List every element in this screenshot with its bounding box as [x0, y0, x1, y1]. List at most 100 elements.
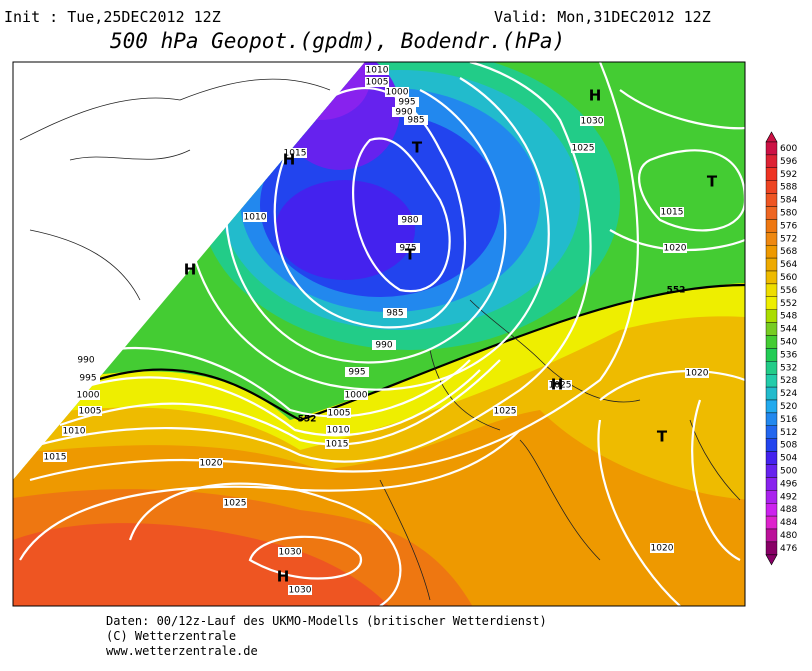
isobar-label: 1000: [345, 391, 368, 401]
isobar-label: 1010: [327, 426, 350, 436]
isobar-label: 1020: [664, 244, 687, 254]
pressure-center: T: [657, 428, 668, 446]
isobar-label: 1005: [79, 407, 102, 417]
isobar-label: 990: [395, 108, 412, 118]
isobar-label: 1015: [284, 149, 307, 159]
colorbar-label: 560: [780, 273, 797, 283]
isobar-label: 1030: [581, 117, 604, 127]
colorbar-cell: [765, 232, 778, 246]
valid-time: Valid: Mon,31DEC2012 12Z: [494, 8, 711, 26]
contour-label: 552: [298, 415, 317, 425]
colorbar-cell: [765, 180, 778, 194]
colorbar-cell: [765, 348, 778, 362]
pressure-center: T: [707, 173, 718, 191]
init-time: Init : Tue,25DEC2012 12Z: [4, 8, 221, 26]
label-box: [571, 143, 595, 153]
colorbar-label: 540: [780, 337, 797, 347]
label-box: [223, 498, 247, 508]
label-box: [650, 543, 674, 553]
label-box: [365, 77, 389, 87]
label-box: [62, 426, 86, 436]
label-box: [76, 390, 100, 400]
colorbar-cell: [765, 528, 778, 543]
label-box: [372, 340, 396, 350]
pressure-center: H: [184, 261, 197, 279]
colorbar-label: 536: [780, 350, 797, 360]
colorbar-cell: [765, 438, 778, 452]
pressure-center: H: [551, 376, 564, 394]
label-box: [345, 367, 369, 377]
colorbar-cell: [765, 477, 778, 491]
colorbar-label: 564: [780, 260, 797, 270]
isobar-label: 1010: [244, 213, 267, 223]
isobar-label: 1010: [366, 66, 389, 76]
colorbar-cell: [765, 451, 778, 465]
isobar-label: 1015: [326, 440, 349, 450]
colorbar-cell: [765, 335, 778, 349]
label-box: [395, 97, 419, 107]
footer-line: (C) Wetterzentrale: [106, 629, 236, 643]
colorbar-cell: [765, 270, 778, 285]
colorbar-label: 588: [780, 183, 797, 193]
label-box: [365, 65, 389, 75]
isobar-label: 1010: [63, 427, 86, 437]
colorbar-label: 480: [780, 531, 797, 541]
colorbar-cell: [765, 167, 778, 181]
colorbar-cell: [765, 219, 778, 233]
footer-line: Daten: 00/12z-Lauf des UKMO-Modells (bri…: [106, 614, 547, 628]
isobar-label: 1030: [289, 586, 312, 596]
isobar-label: 1025: [494, 407, 517, 417]
label-box: [344, 390, 368, 400]
label-box: [685, 368, 709, 378]
label-box: [325, 439, 349, 449]
colorbar-cell: [765, 154, 778, 168]
label-box: [660, 207, 684, 217]
colorbar-cell: [765, 206, 778, 220]
isobar-label: 1025: [572, 144, 595, 154]
colorbar-cell: [765, 193, 778, 207]
label-box: [493, 406, 517, 416]
map-title: 500 hPa Geopot.(gpdm), Bodendr.(hPa): [110, 29, 565, 53]
colorbar-label: 580: [780, 208, 797, 218]
label-box: [199, 458, 223, 468]
colorbar-cell: [765, 141, 778, 156]
colorbar-cap: [765, 131, 778, 143]
colorbar-label: 496: [780, 479, 797, 489]
colorbar-label: 508: [780, 441, 797, 451]
isobar-label: 980: [401, 216, 418, 226]
pressure-center: H: [277, 568, 290, 586]
colorbar: 600 596 592 588 584 580 576 572 568 564 560 556 552 5…: [765, 131, 797, 566]
isobar-label: 1025: [549, 381, 572, 391]
colorbar-cell: [765, 425, 778, 439]
colorbar-cell: [765, 503, 778, 517]
colorbar-label: 576: [780, 221, 797, 231]
colorbar-cell: [765, 399, 778, 414]
geopotential-field: [13, 62, 745, 606]
colorbar-label: 552: [780, 299, 797, 309]
label-box: [398, 215, 422, 225]
colorbar-cell: [765, 309, 778, 323]
isobar-label: 1005: [328, 409, 351, 419]
colorbar-cell: [765, 244, 778, 259]
colorbar-label: 500: [780, 466, 797, 476]
isobars: [19, 60, 747, 607]
colorbar-label: 484: [780, 518, 797, 528]
isobar-label: 1025: [224, 499, 247, 509]
contour-label: 552: [667, 286, 686, 296]
isobar-label: 1000: [386, 88, 409, 98]
isobar-label: 1020: [651, 544, 674, 554]
colorbar-cell: [765, 296, 778, 310]
isobar-label: 985: [386, 309, 403, 319]
isobar-label: 1020: [200, 459, 223, 469]
colorbar-cap: [765, 554, 778, 566]
isobar-label: 975: [399, 244, 416, 254]
colorbar-label: 492: [780, 492, 797, 502]
label-box: [383, 308, 407, 318]
label-box: [580, 116, 604, 126]
pressure-center: T: [412, 139, 423, 157]
label-box: [327, 408, 351, 418]
colorbar-label: 520: [780, 402, 797, 412]
